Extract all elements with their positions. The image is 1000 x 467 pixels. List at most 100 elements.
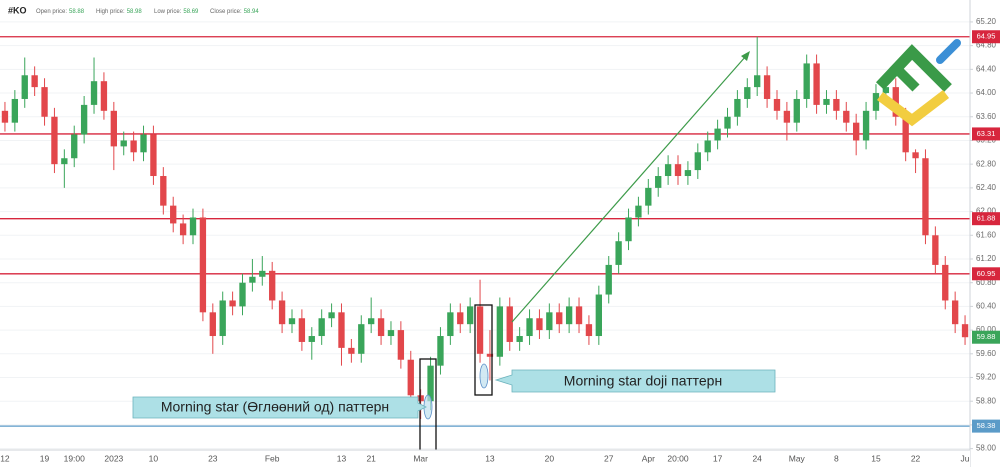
candle-body	[843, 110, 850, 123]
candle-body	[11, 98, 19, 123]
logo	[875, 39, 961, 127]
x-tick-label: 10	[149, 453, 159, 463]
y-tick-label: 60.80	[976, 278, 997, 287]
x-tick-label: 20:00	[667, 453, 689, 463]
candle-body	[773, 98, 781, 111]
candle-body	[813, 63, 820, 105]
annotation: Morning star (Өглөөний од) паттерн	[161, 399, 389, 415]
x-tick-label: Ju	[961, 453, 970, 463]
callout-box	[132, 396, 427, 419]
candle-body	[71, 134, 78, 159]
candle-body	[496, 306, 504, 357]
ohlc-item: Open price: 58.88	[36, 9, 85, 15]
candle-body	[912, 152, 919, 159]
level-tag	[972, 267, 1000, 281]
candle-body	[585, 324, 593, 337]
candle-body	[318, 318, 325, 337]
candle-body	[833, 98, 840, 111]
candle-body	[902, 116, 909, 153]
candle-body	[377, 318, 385, 337]
candle-body	[427, 365, 434, 402]
y-tick-label: 58.00	[976, 444, 997, 453]
candle-body	[853, 122, 860, 141]
y-tick-label: 61.20	[976, 254, 997, 263]
candle-body	[862, 110, 870, 141]
annotation: Morning star doji паттерн	[564, 373, 722, 389]
x-tick-label: 13	[337, 453, 347, 463]
x-tick-label: 19	[40, 453, 50, 463]
candle-body	[328, 312, 335, 319]
candle-body	[645, 187, 652, 206]
y-tick-label: 60.40	[976, 302, 997, 311]
candle-body	[744, 87, 751, 99]
x-tick-label: 12	[0, 453, 10, 463]
x-tick-label: 8	[834, 453, 839, 463]
candle-body	[476, 306, 484, 354]
candle-body	[803, 63, 810, 99]
candle-body	[536, 318, 543, 331]
x-tick-label: 20	[545, 453, 555, 463]
candle-body	[278, 300, 286, 325]
candle-body	[288, 318, 296, 325]
ohlc-item: Low price: 58.69	[154, 9, 199, 15]
candle-body	[51, 116, 58, 165]
candle-body	[239, 282, 246, 307]
candle-body	[793, 98, 800, 123]
candle-body	[130, 140, 137, 153]
candle-body	[655, 176, 662, 188]
candle-body	[80, 104, 88, 135]
level-tag-label: 58.38	[977, 421, 996, 430]
candle-body	[308, 336, 315, 342]
y-tick-label: 59.60	[976, 349, 997, 358]
candle-body	[229, 300, 236, 307]
candle-body	[724, 116, 731, 129]
x-tick-label: Feb	[265, 453, 280, 463]
y-tick-label: 64.00	[976, 88, 997, 97]
ohlc-label: Close price:	[210, 9, 242, 15]
candle-body	[516, 336, 523, 342]
callout-box	[494, 369, 776, 393]
candle-body	[348, 347, 355, 354]
candle-body	[41, 87, 48, 117]
x-tick-label: May	[789, 453, 806, 463]
candle-body	[625, 217, 632, 242]
candle-body	[664, 164, 672, 177]
level-tag-label: 63.31	[977, 129, 996, 138]
pattern-box	[474, 304, 493, 396]
candle-body	[61, 158, 68, 165]
y-tick-label: 64.80	[976, 41, 997, 50]
y-tick-label: 60.00	[976, 325, 997, 334]
y-tick-label: 62.00	[976, 207, 997, 216]
x-tick-label: Mar	[413, 453, 428, 463]
y-tick-label: 61.60	[976, 230, 997, 239]
ohlc-value: 58.88	[69, 9, 85, 15]
time-axis-strip	[0, 450, 970, 467]
candle-body	[407, 359, 414, 396]
candle-body	[31, 75, 38, 88]
x-tick-label: 24	[752, 453, 762, 463]
candle-body	[150, 134, 157, 177]
x-tick-label: 23	[208, 453, 218, 463]
candle-body	[447, 312, 454, 337]
candle-body	[565, 306, 573, 325]
candle-body	[704, 140, 711, 153]
candle-body	[358, 324, 365, 354]
candle-body	[932, 235, 939, 265]
logo-green	[894, 66, 920, 92]
candle-body	[486, 353, 494, 357]
candle-body	[368, 318, 375, 325]
candle-body	[635, 205, 642, 218]
candle-body	[506, 306, 513, 342]
candle-body	[140, 134, 147, 153]
candle-body	[160, 176, 167, 206]
logo-green	[875, 44, 952, 92]
candle-body	[259, 270, 266, 277]
x-tick-label: 15	[871, 453, 881, 463]
level-tag	[972, 419, 1000, 433]
ohlc-value: 58.94	[244, 9, 260, 15]
candle-body	[298, 318, 306, 342]
candle-body	[734, 98, 741, 117]
x-tick-label: 22	[911, 453, 921, 463]
candle-body	[605, 264, 612, 295]
candle-body	[417, 395, 424, 402]
